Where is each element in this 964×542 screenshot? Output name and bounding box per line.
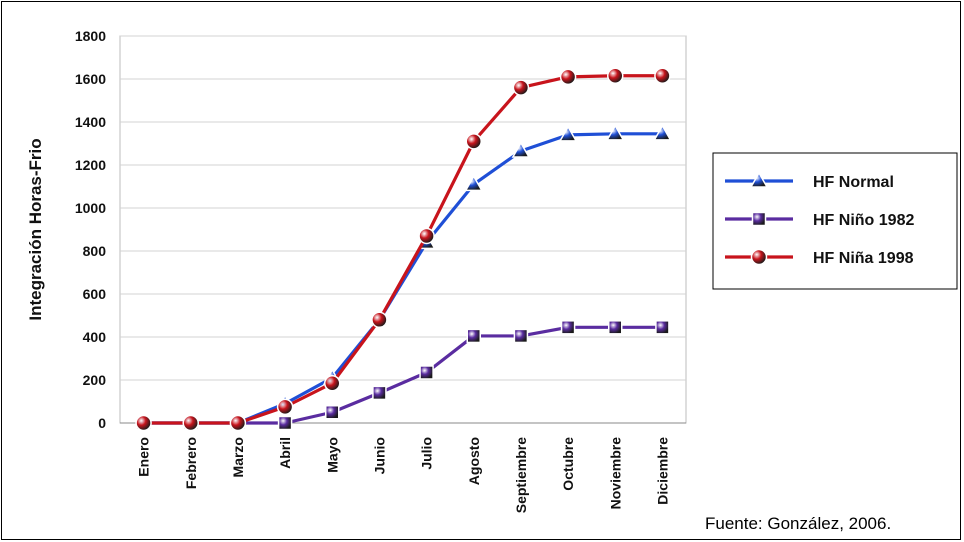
data-point (512, 79, 530, 96)
x-tick-label: Junio (371, 437, 387, 474)
data-point (511, 141, 531, 158)
data-point (464, 174, 484, 192)
x-tick-label: Agosto (466, 437, 482, 485)
y-tick-label: 1400 (75, 114, 106, 130)
legend-marker (749, 171, 769, 188)
data-point (419, 365, 434, 380)
x-tick-label: Noviembre (607, 437, 623, 510)
x-tick-label: Marzo (230, 437, 246, 477)
data-point (560, 320, 576, 335)
source-note: Fuente: González, 2006. (705, 514, 892, 533)
data-point (465, 133, 482, 150)
x-tick-label: Abril (277, 437, 293, 469)
data-point (608, 320, 623, 335)
data-point (418, 227, 435, 245)
data-point (372, 385, 387, 401)
legend-entry: HF Niño 1982 (813, 212, 914, 229)
plot-area (119, 35, 687, 424)
legend-marker (750, 248, 768, 266)
data-point (277, 415, 293, 431)
y-tick-label: 1200 (75, 157, 106, 173)
x-tick-label: Enero (136, 437, 152, 477)
x-tick-label: Mayo (324, 437, 340, 473)
y-tick-label: 0 (98, 415, 106, 431)
legend-entry: HF Niña 1998 (813, 250, 914, 267)
x-tick-label: Diciembre (654, 437, 670, 505)
series-2 (135, 67, 671, 432)
data-point (653, 124, 672, 141)
y-tick-label: 200 (83, 372, 107, 388)
y-tick-label: 400 (83, 329, 107, 345)
data-point (559, 68, 577, 86)
legend-entry: HF Normal (813, 174, 894, 191)
data-point (655, 320, 670, 335)
legend-marker (751, 211, 767, 227)
data-point (276, 398, 294, 416)
x-tick-label: Octubre (560, 437, 576, 491)
data-point (466, 328, 481, 344)
y-tick-label: 1600 (75, 71, 106, 87)
data-point (135, 414, 152, 432)
data-point (229, 414, 247, 432)
data-point (324, 374, 341, 392)
y-tick-label: 600 (83, 286, 107, 302)
y-tick-label: 1000 (75, 200, 106, 216)
data-point (513, 328, 529, 344)
data-point (558, 125, 578, 142)
data-point (654, 67, 671, 85)
x-tick-label: Julio (419, 437, 435, 470)
data-point (605, 124, 625, 141)
data-point (607, 67, 624, 85)
x-tick-label: Septiembre (513, 437, 529, 513)
data-point (325, 405, 340, 420)
data-point (182, 414, 199, 432)
y-tick-label: 1800 (75, 28, 106, 44)
data-point (371, 311, 388, 329)
y-axis-label: Integración Horas-Frio (26, 138, 45, 320)
x-tick-label: Febrero (183, 437, 199, 489)
y-tick-label: 800 (83, 243, 107, 259)
